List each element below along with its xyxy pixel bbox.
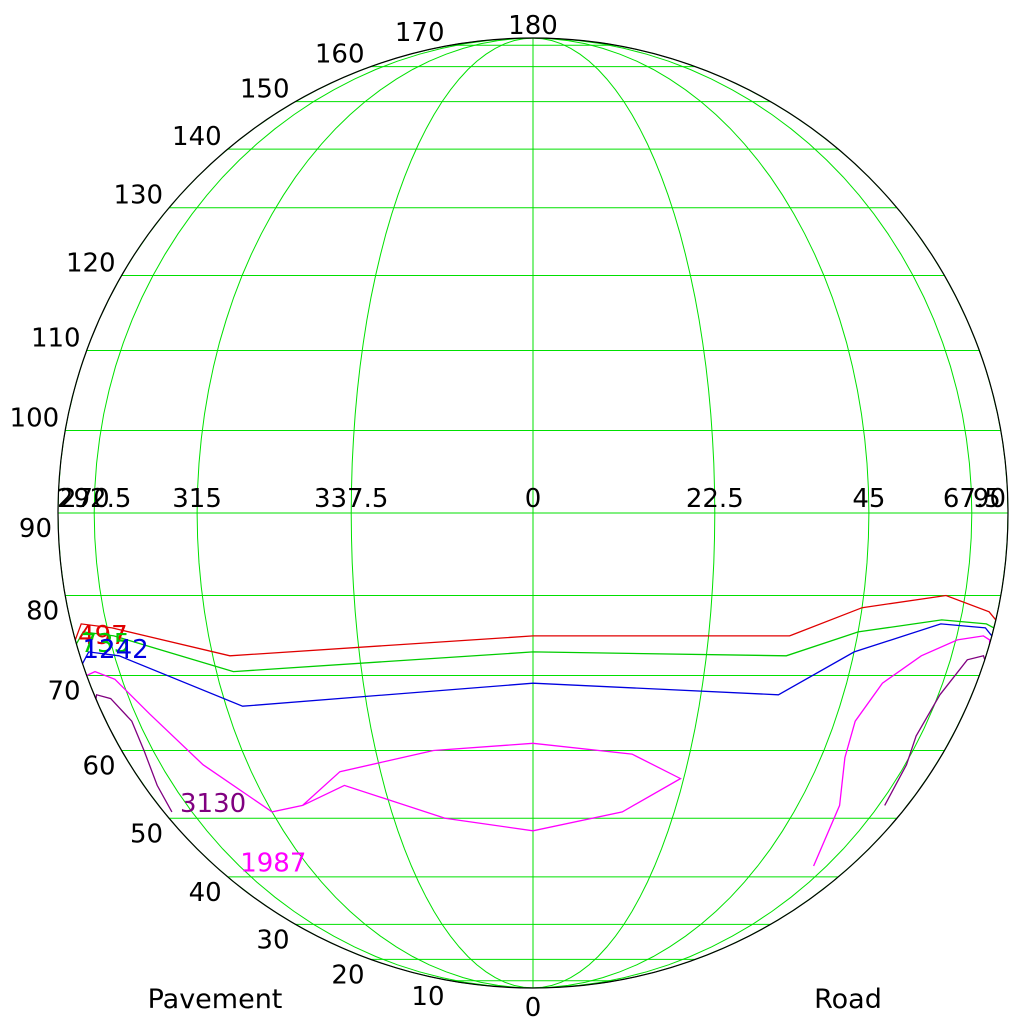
series-line-735 (75, 619, 995, 673)
series-line-3130 (95, 693, 173, 813)
upper-lat-label: 130 (113, 181, 163, 211)
series-line-1987 (86, 670, 682, 832)
azimuth-tick-label: 22.5 (686, 484, 744, 514)
lower-lat-label: 90 (19, 514, 52, 544)
lower-lat-label: 40 (189, 878, 222, 908)
lower-lat-label: 60 (83, 752, 116, 782)
upper-lat-label: 110 (31, 324, 81, 354)
azimuth-tick-label: 90 (973, 484, 1006, 514)
lower-lat-label: 20 (331, 960, 364, 990)
lower-lat-label: 80 (26, 597, 59, 627)
lower-lat-label: 50 (130, 819, 163, 849)
lower-lat-label: 10 (411, 982, 444, 1012)
azimuth-tick-label: 45 (852, 484, 885, 514)
upper-lat-label: 150 (240, 75, 290, 105)
azimuth-tick-label: 270 (60, 484, 110, 514)
upper-lat-label: 140 (172, 122, 222, 152)
upper-lat-label: 170 (395, 18, 445, 48)
upper-lat-label: 120 (66, 249, 116, 279)
azimuth-tick-label: 292.5 (57, 484, 131, 514)
upper-lat-label: 160 (315, 40, 365, 70)
series-label-3130: 3130 (180, 789, 246, 819)
series-line-497 (74, 594, 997, 657)
lower-lat-label: 30 (256, 925, 289, 955)
azimuth-tick-label: 67.5 (943, 484, 1001, 514)
series-group (74, 594, 997, 867)
series-line-3130 (884, 655, 986, 806)
series-label-735: 735 (81, 629, 131, 659)
azimuth-tick-label: 315 (172, 484, 222, 514)
upper-lat-label: 180 (508, 11, 558, 41)
pavement-label: Pavement (148, 984, 283, 1015)
azimuth-tick-label: 337.5 (314, 484, 388, 514)
series-line-1987 (813, 635, 991, 867)
azimuth-tick-label: 0 (525, 484, 542, 514)
lower-lat-label: 0 (525, 993, 542, 1021)
series-label-1987: 1987 (240, 849, 306, 879)
upper-lat-label: 100 (10, 404, 60, 434)
grid (57, 37, 1009, 989)
outer-circle (57, 37, 1009, 989)
lower-lat-label: 70 (48, 677, 81, 707)
series-label-1242: 1242 (83, 635, 149, 665)
series-label-497: 497 (78, 621, 128, 651)
series-line-1242 (81, 623, 993, 707)
road-label: Road (814, 984, 882, 1015)
